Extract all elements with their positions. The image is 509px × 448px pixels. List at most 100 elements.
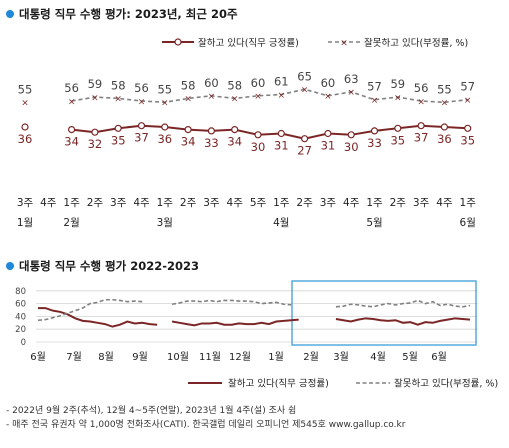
x-tick-label: 2주 [180,197,197,209]
disapprove-point: × [441,99,449,109]
bullet-dot-icon [6,10,14,18]
footnote-line: - 매주 전국 유권자 약 1,000명 전화조사(CATI). 한국갤럽 데일… [6,420,406,430]
approve-point [161,123,169,131]
disapprove-point: × [254,92,262,102]
x-tick-label: 4주 [133,197,150,209]
approve-line [171,318,299,327]
x-tick-label: 1주 [460,197,477,209]
approve-point [347,131,355,139]
x-month-label: 4월 [273,217,289,229]
approve-point [417,122,425,130]
approve-point [114,124,122,132]
disapprove-point: × [68,97,76,107]
disapprove-line [335,299,471,308]
chart2-title-text: 대통령 직무 수행 평가 2022-2023 [19,259,200,273]
x-tick-label: 1주 [63,197,80,209]
approve-point [184,126,192,134]
x-month-label: 1월 [17,217,33,229]
approve-point [67,126,76,134]
x-month-label: 11월 [199,351,221,363]
bullet-dot-icon [6,262,14,270]
approve-data-label: 36 [18,132,33,146]
approve-data-label: 34 [64,135,79,149]
approve-point [137,122,146,130]
legend-approve-marker [174,38,182,46]
x-month-label: 10월 [167,351,189,363]
legend-disapprove-label: 잘못하고 있다(부정률, %) [364,37,468,49]
y-tick-label: 40 [15,312,26,322]
y-tick-label: 20 [15,325,26,335]
approve-line [38,307,158,328]
x-tick-label: 3주 [320,197,337,209]
x-month-label: 3월 [333,351,349,363]
disapprove-data-label: 55 [18,82,33,96]
approve-data-label: 34 [227,135,242,149]
disapprove-data-label: 60 [321,76,336,90]
approve-point [324,129,332,138]
disapprove-data-label: 55 [437,82,452,96]
approve-data-label: 33 [367,136,382,150]
disapprove-data-label: 58 [181,78,196,92]
chart1-title: 대통령 직무 수행 평가: 2023년, 최근 20주 [6,6,238,22]
x-tick-label: 5주 [250,197,267,209]
disapprove-line [71,88,468,104]
legend-approve-label: 잘하고 있다(직무 긍정률) [198,37,299,49]
approve-data-label: 34 [181,135,196,149]
approve-line [335,317,471,326]
x-month-label: 12월 [229,351,251,363]
x-month-label: 1월 [268,351,284,363]
approve-point [231,126,239,134]
x-month-label: 8월 [98,351,114,363]
approve-data-label: 32 [88,137,103,151]
disapprove-data-label: 60 [251,76,266,90]
approve-data-label: 35 [460,133,475,147]
approve-point [21,123,29,131]
x-tick-label: 3주 [203,197,220,209]
disapprove-data-label: 59 [390,77,405,91]
x-tick-label: 2주 [390,197,407,209]
legend-disapprove-label: 잘못하고 있다(부정률, %) [394,378,498,390]
disapprove-data-label: 58 [111,78,126,92]
disapprove-data-label: 58 [227,78,242,92]
x-tick-label: 3주 [17,197,34,209]
disapprove-point: × [184,95,192,105]
disapprove-point: × [417,97,425,107]
approve-data-label: 31 [274,139,289,153]
disapprove-data-label: 56 [414,81,429,95]
x-tick-label: 1주 [157,197,174,209]
disapprove-point: × [114,95,122,105]
disapprove-point: × [347,88,355,98]
disapprove-data-label: 63 [344,72,359,86]
x-month-label: 2월 [63,217,79,229]
legend-disapprove-marker: × [340,39,348,49]
disapprove-point: × [21,99,29,109]
x-month-label: 7월 [66,351,82,363]
approve-data-label: 33 [204,136,219,150]
approve-point [301,135,309,143]
x-tick-label: 2주 [296,197,313,209]
approve-line [71,124,468,140]
chart1-recent-20-weeks: 잘하고 있다(직무 긍정률) × 잘못하고 있다(부정률, %) 36 34 32 35 37… [17,37,477,229]
approve-point [394,124,402,132]
x-tick-label: 4주 [40,197,57,209]
approve-data-label: 35 [111,133,126,147]
x-month-label: 6월 [431,351,447,363]
x-month-label: 3월 [157,217,173,229]
highlight-box [291,280,477,346]
footnote-line: - 2022년 9월 2주(추석), 12월 4~5주(연말), 2023년 1… [6,406,297,416]
disapprove-line [171,299,292,306]
approve-point [254,131,262,139]
x-month-label: 2월 [303,351,319,363]
disapprove-point: × [301,86,309,96]
approve-point [440,123,448,131]
approve-data-label: 37 [134,131,149,145]
x-month-label: 6월 [460,217,476,229]
disapprove-data-label: 56 [64,81,79,95]
disapprove-data-label: 56 [134,81,149,95]
x-month-label: 6월 [30,351,46,363]
x-month-label: 4월 [370,351,386,363]
approve-data-label: 35 [390,133,405,147]
approve-data-label: 31 [321,139,336,153]
disapprove-data-label: 65 [297,69,312,83]
